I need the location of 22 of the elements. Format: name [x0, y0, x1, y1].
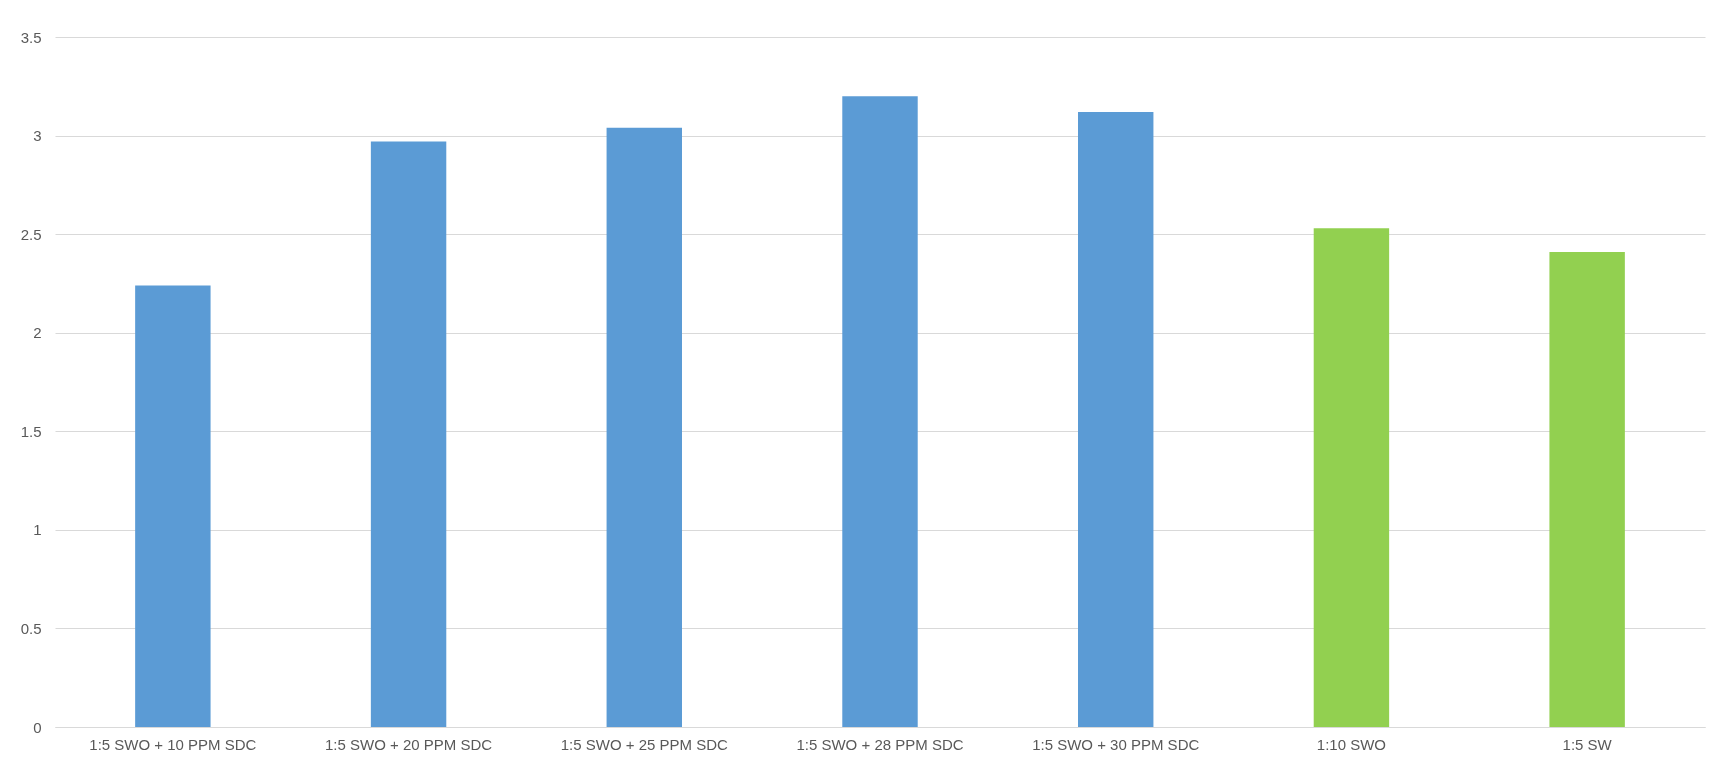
x-tick-label: 1:5 SW — [1562, 735, 1613, 753]
y-tick-label: 3 — [33, 127, 42, 145]
bar — [1313, 228, 1390, 727]
bar — [606, 127, 682, 727]
y-tick-label: 1.5 — [20, 422, 42, 440]
x-tick-label: 1:5 SWO + 28 PPM SDC — [796, 735, 964, 753]
x-tick-label: 1:5 SWO + 20 PPM SDC — [325, 735, 493, 753]
y-tick-label: 0.5 — [20, 619, 42, 637]
x-tick-label: 1:5 SWO + 30 PPM SDC — [1032, 735, 1200, 753]
bar — [842, 96, 918, 727]
x-tick-label: 1:5 SWO + 25 PPM SDC — [560, 735, 729, 753]
y-tick-label: 2.5 — [20, 225, 42, 243]
x-tick-label: 1:5 SWO + 10 PPM SDC — [89, 735, 257, 753]
y-tick-label: 0 — [33, 718, 42, 736]
y-tick-label: 2 — [33, 324, 42, 342]
bar — [1078, 111, 1154, 727]
y-tick-label: 1 — [33, 521, 42, 539]
y-tick-label: 3.5 — [20, 28, 42, 46]
bar — [1549, 251, 1625, 727]
bar — [135, 285, 211, 727]
x-tick-label: 1:10 SWO — [1316, 735, 1387, 753]
bar — [370, 141, 447, 727]
